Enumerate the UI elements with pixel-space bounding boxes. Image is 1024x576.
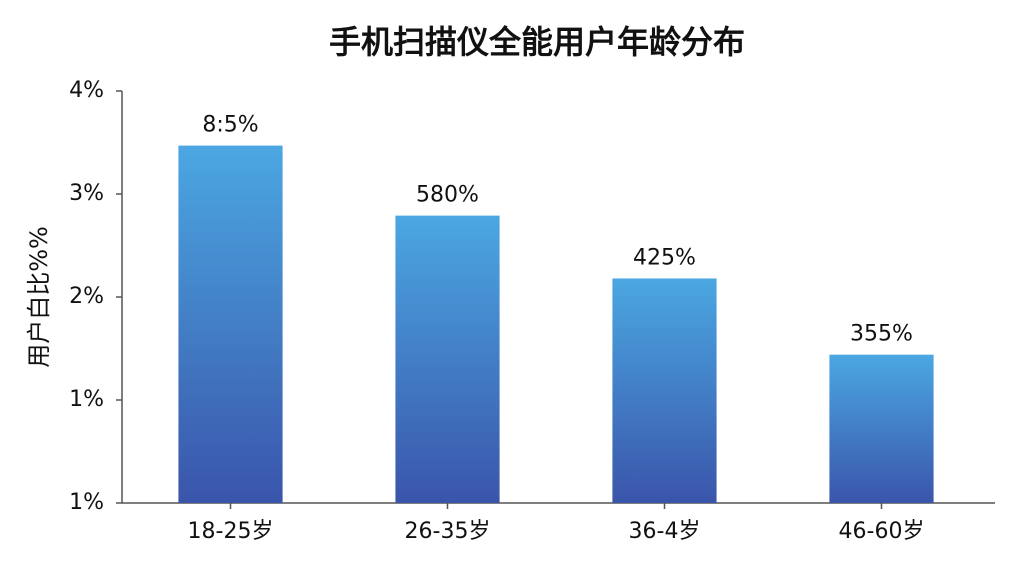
y-axis-label: 用户白比%%: [25, 226, 53, 368]
x-tick-label: 26-35岁: [405, 519, 491, 544]
y-tick-label: 3%: [69, 181, 104, 206]
y-tick-label: 2%: [69, 284, 104, 309]
value-label: 8:5%: [202, 113, 258, 138]
bar: [395, 215, 500, 503]
x-tick-label: 46-60岁: [839, 519, 925, 544]
x-tick-label: 36-4岁: [629, 519, 701, 544]
value-label: 425%: [633, 245, 696, 270]
bar: [829, 354, 934, 503]
value-label: 580%: [416, 183, 479, 208]
y-tick-label: 4%: [69, 78, 104, 103]
y-tick-label: 1%: [69, 490, 104, 515]
chart-title: 手机扫描仪全能用户年龄分布: [329, 23, 745, 61]
y-tick-label: 1%: [69, 387, 104, 412]
bar: [612, 278, 717, 503]
bar: [178, 145, 283, 503]
value-label: 355%: [850, 322, 913, 347]
x-tick-label: 18-25岁: [188, 519, 274, 544]
